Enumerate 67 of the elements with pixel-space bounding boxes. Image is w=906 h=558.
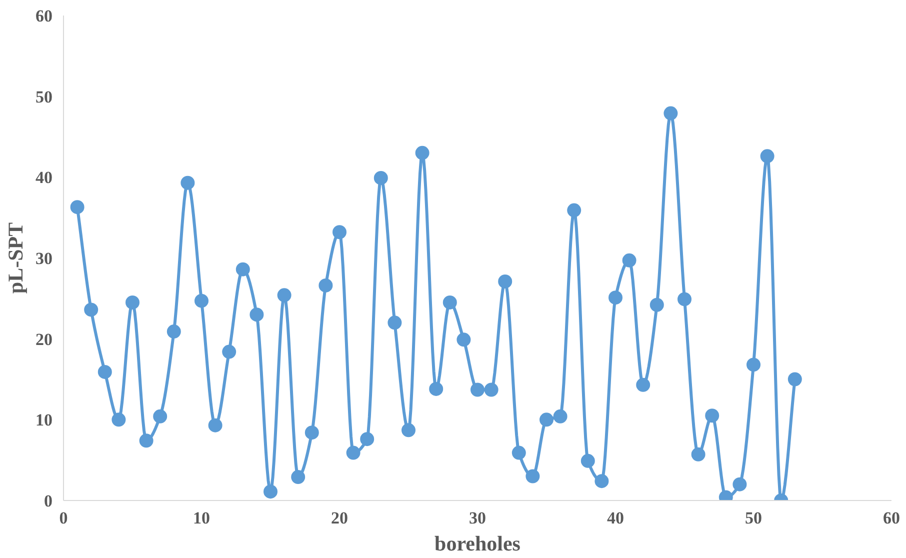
y-axis-title: pL-SPT [4,222,28,294]
point [664,106,678,120]
x-tick-label: 10 [193,508,210,528]
point [291,470,306,484]
point [304,426,319,440]
y-tick-label: 40 [36,168,52,188]
point [526,469,540,484]
x-tick-label: 30 [469,508,486,528]
x-tick-label: 20 [331,508,348,528]
y-tick-label: 0 [44,492,52,510]
point [678,292,692,306]
point [788,372,802,386]
point [166,324,181,339]
point [332,225,346,240]
point [691,447,706,462]
point [126,295,140,310]
y-tick-label: 50 [36,87,52,106]
point [70,200,84,214]
x-tick-label: 60 [883,508,900,528]
point [277,288,292,302]
point [208,418,222,432]
point [540,412,554,427]
point [180,176,195,190]
point [484,382,498,397]
point [512,446,526,460]
point [98,364,112,379]
point [594,474,609,488]
x-axis-title: boreholes [434,532,520,556]
point [84,302,98,317]
point [236,262,250,276]
point [580,454,595,468]
point [760,149,774,164]
point [112,412,126,427]
x-tick-label: 40 [607,508,624,528]
point [153,409,168,424]
point [360,432,374,446]
point [429,382,444,396]
point [705,408,720,423]
point [318,278,333,292]
point [636,378,650,392]
point [470,382,484,397]
point [415,146,430,160]
x-tick-label: 50 [745,508,762,528]
point [498,274,512,288]
point [374,170,388,185]
point [222,344,236,359]
point [622,253,636,268]
point [553,409,568,424]
x-tick-label: 0 [59,508,68,528]
point [567,203,582,218]
point [346,446,360,460]
y-tick-label: 60 [36,6,52,26]
point [650,298,664,312]
point [608,290,622,305]
point [732,477,747,492]
y-tick-label: 10 [36,410,52,430]
point [388,316,402,330]
point [746,358,760,372]
point [139,434,154,448]
point [264,484,278,499]
point [194,294,208,308]
y-tick-label: 20 [36,330,52,349]
point [402,423,416,438]
point [456,332,471,347]
y-tick-label: 30 [36,249,52,268]
point [250,308,264,322]
point [442,295,457,310]
